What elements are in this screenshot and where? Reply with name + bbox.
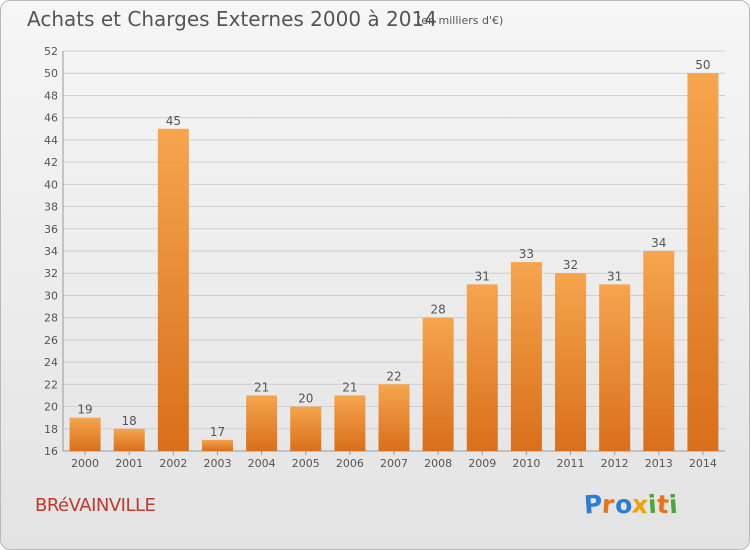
data-label-2001: 18 — [122, 414, 137, 428]
y-tick-label: 16 — [44, 445, 58, 458]
bar-2010 — [510, 262, 542, 451]
y-tick-label: 30 — [44, 289, 58, 302]
data-label-2008: 28 — [430, 303, 445, 317]
proxiti-logo: Proxiti — [583, 489, 679, 520]
data-label-2014: 50 — [695, 58, 710, 72]
data-label-2006: 21 — [342, 380, 357, 394]
logo-letter: i — [667, 489, 679, 520]
x-tick-label-2014: 2014 — [689, 457, 717, 470]
data-label-2012: 31 — [607, 269, 622, 283]
y-tick-label: 26 — [44, 334, 58, 347]
y-tick-label: 50 — [44, 67, 58, 80]
bar-2001 — [113, 428, 145, 451]
data-label-2007: 22 — [386, 369, 401, 383]
data-label-2011: 32 — [563, 258, 578, 272]
bar-2013 — [643, 251, 675, 451]
x-tick-label-2011: 2011 — [557, 457, 585, 470]
y-tick-label: 22 — [44, 378, 58, 391]
y-tick-label: 20 — [44, 401, 58, 414]
logo-letter: o — [613, 489, 633, 520]
x-tick-label-2009: 2009 — [468, 457, 496, 470]
bar-2005 — [290, 406, 322, 451]
bar-2002 — [157, 128, 189, 451]
data-label-2013: 34 — [651, 236, 666, 250]
bar-2009 — [466, 284, 498, 451]
y-tick-label: 44 — [44, 134, 58, 147]
x-tick-label-2012: 2012 — [601, 457, 629, 470]
bar-2004 — [246, 395, 278, 451]
y-tick-label: 18 — [44, 423, 58, 436]
bar-2012 — [599, 284, 631, 451]
x-tick-label-2004: 2004 — [248, 457, 276, 470]
bar-2008 — [422, 317, 454, 451]
data-label-2009: 31 — [475, 269, 490, 283]
data-label-2005: 20 — [298, 392, 313, 406]
bar-2011 — [555, 273, 587, 451]
data-label-2004: 21 — [254, 380, 269, 394]
x-tick-label-2008: 2008 — [424, 457, 452, 470]
bar-2003 — [201, 439, 233, 451]
y-tick-label: 52 — [44, 45, 58, 58]
x-tick-label-2001: 2001 — [115, 457, 143, 470]
x-tick-label-2005: 2005 — [292, 457, 320, 470]
y-tick-label: 40 — [44, 178, 58, 191]
y-tick-label: 24 — [44, 356, 58, 369]
y-tick-label: 36 — [44, 223, 58, 236]
x-tick-label-2006: 2006 — [336, 457, 364, 470]
commune-name: BRéVAINVILLE — [35, 495, 156, 516]
bar-2000 — [69, 417, 101, 451]
x-tick-label-2002: 2002 — [159, 457, 187, 470]
y-tick-label: 48 — [44, 89, 58, 102]
bar-2006 — [334, 395, 366, 451]
y-tick-label: 34 — [44, 245, 58, 258]
chart-subtitle: (en milliers d'€) — [417, 14, 504, 27]
bar-2014 — [687, 73, 719, 451]
chart-title: Achats et Charges Externes 2000 à 2014 — [27, 7, 437, 31]
y-tick-label: 46 — [44, 112, 58, 125]
y-tick-label: 38 — [44, 201, 58, 214]
x-tick-label-2007: 2007 — [380, 457, 408, 470]
x-tick-label-2010: 2010 — [512, 457, 540, 470]
x-tick-label-2000: 2000 — [71, 457, 99, 470]
data-label-2003: 17 — [210, 425, 225, 439]
x-tick-label-2003: 2003 — [203, 457, 231, 470]
y-tick-label: 42 — [44, 156, 58, 169]
data-label-2002: 45 — [166, 114, 181, 128]
x-tick-label-2013: 2013 — [645, 457, 673, 470]
data-label-2000: 19 — [77, 403, 92, 417]
data-label-2010: 33 — [519, 247, 534, 261]
bar-2007 — [378, 384, 410, 451]
y-tick-label: 28 — [44, 312, 58, 325]
y-tick-label: 32 — [44, 267, 58, 280]
